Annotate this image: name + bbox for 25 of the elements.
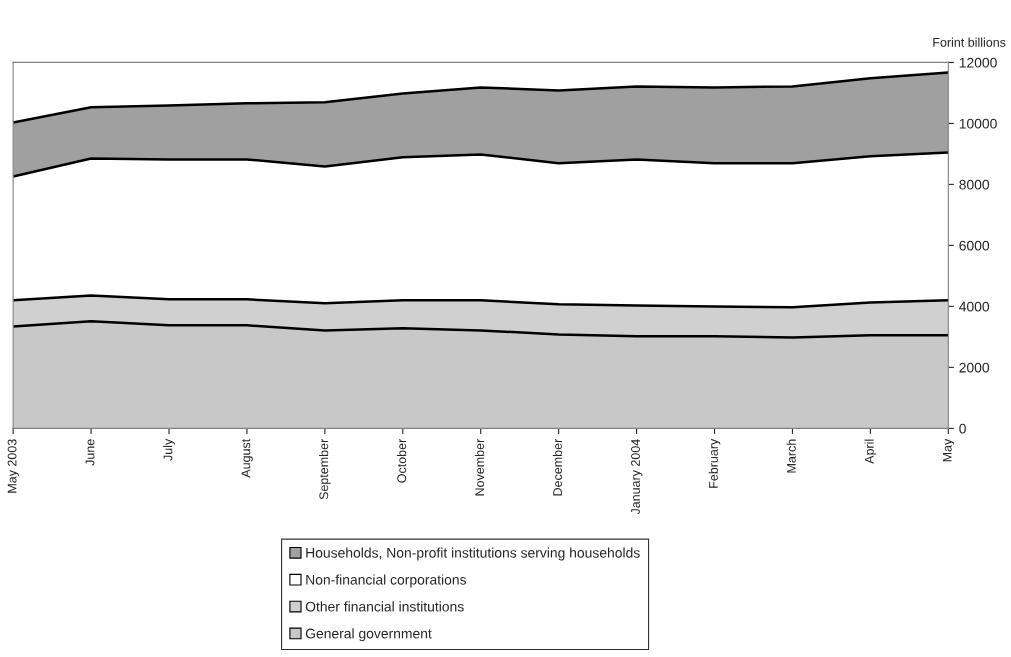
x-tick-label: November: [474, 438, 485, 496]
x-tick-label: March: [786, 439, 796, 473]
legend-label: Other financial institutions: [305, 601, 464, 612]
y-tick-label: 6000: [959, 240, 990, 251]
legend-label: Households, Non-profit institutions serving households: [306, 547, 640, 561]
x-tick-label: October: [396, 438, 407, 483]
x-tick-label: January 2004: [631, 439, 643, 515]
x-tick-label: May 2003: [7, 439, 19, 493]
y-tick-label: 8000: [959, 179, 990, 190]
legend-label: Non-financial corporations: [306, 574, 467, 588]
legend-label: General government: [305, 628, 432, 642]
x-tick-label: June: [85, 439, 95, 466]
y-tick-label: 10000: [959, 118, 997, 129]
x-tick-label: December: [552, 438, 563, 496]
x-tick-label: September: [319, 438, 331, 500]
x-tick-label: February: [708, 438, 721, 488]
y-tick-label: 4000: [959, 301, 990, 312]
x-tick-label: August: [241, 438, 253, 478]
x-tick-label: July: [163, 438, 175, 461]
x-tick-label: April: [864, 439, 877, 464]
y-tick-label: 12000: [959, 57, 997, 68]
y-tick-label: 2000: [959, 362, 990, 373]
x-tick-label: May: [942, 438, 955, 462]
y-axis-title: Forint billions: [933, 37, 1006, 47]
y-tick-label: 0: [959, 423, 966, 434]
